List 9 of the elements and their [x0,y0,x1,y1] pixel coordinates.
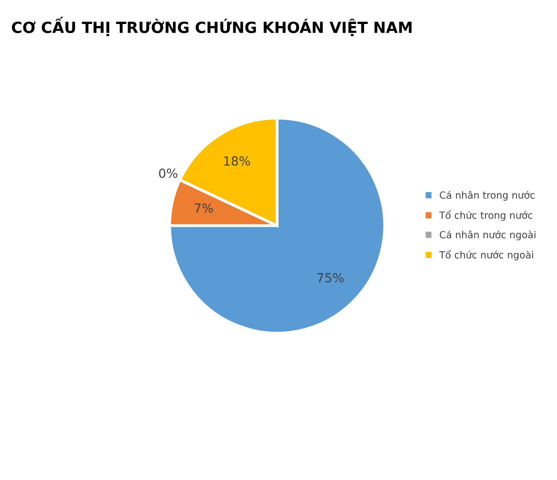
legend-label: Tổ chức trong nước [439,210,532,221]
text: 0% [159,168,178,178]
chart-title: CƠ CẤU THỊ TRƯỜNG CHỨNG KHOÁN VIỆT NAM [12,16,412,36]
legend-label: Cá nhân nước ngoài [440,230,536,240]
legend-label: Cá nhân trong nước [440,190,535,201]
data-label: 18% [224,156,250,166]
data-label: 75% [317,272,344,282]
data-label: 7% [194,203,213,213]
legend-label: Tổ chức nước ngoài [439,250,534,260]
